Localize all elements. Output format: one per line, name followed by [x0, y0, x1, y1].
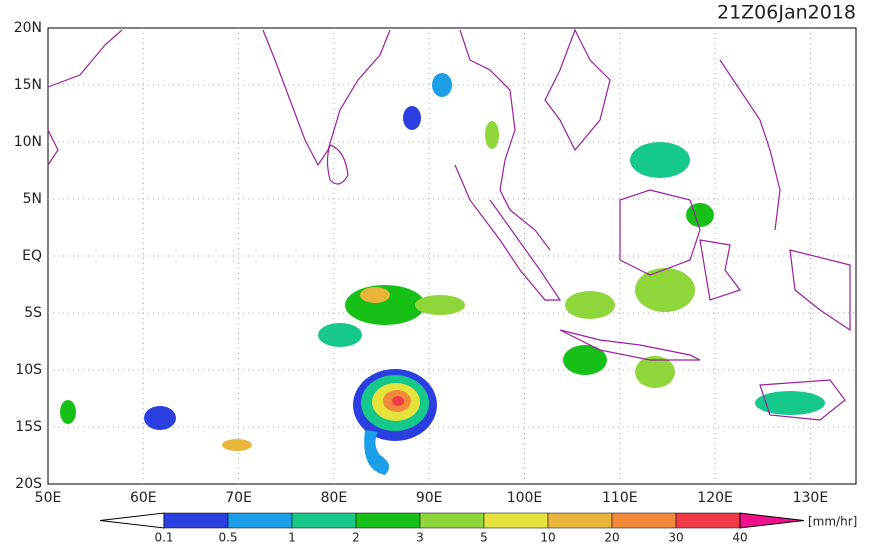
map-title: 21Z06Jan2018 [717, 2, 856, 24]
lat-labels: 20N 15N 10N 5N EQ 5S 10S 15S 20S [14, 20, 42, 492]
colorbar-segment [611, 512, 677, 529]
colorbar-under [99, 512, 165, 529]
lat-label: 5S [24, 305, 42, 321]
lon-label: 100E [507, 490, 543, 506]
lon-label: 130E [793, 490, 829, 506]
colorbar-segment [547, 512, 613, 529]
map-frame [47, 27, 857, 485]
colorbar-label: 20 [604, 531, 619, 544]
rain [60, 73, 825, 475]
lon-labels: 50E 60E 70E 80E 90E 100E 110E 120E 130E [35, 490, 829, 506]
lat-label: 20N [14, 20, 42, 36]
lon-label: 80E [321, 490, 348, 506]
lat-label: 5N [23, 191, 42, 207]
colorbar-label: 30 [668, 531, 683, 544]
lat-label: 20S [15, 476, 42, 492]
colorbar: 0.1 0.5 1 2 3 5 10 20 30 40 [99, 512, 805, 544]
colorbar-label: 10 [540, 531, 555, 544]
coastlines [47, 28, 851, 421]
lon-label: 60E [130, 490, 157, 506]
lat-label: 15N [14, 77, 42, 93]
colorbar-segment [483, 512, 549, 529]
colorbar-segment [163, 512, 229, 529]
lat-label: 15S [15, 419, 42, 435]
colorbar-label: 2 [352, 531, 360, 544]
lat-label: 10N [14, 134, 42, 150]
colorbar-segment [419, 512, 485, 529]
colorbar-segment [227, 512, 293, 529]
grid [48, 28, 856, 484]
colorbar-label: 0.1 [154, 531, 173, 544]
lat-label: EQ [22, 248, 42, 264]
colorbar-label: 40 [732, 531, 747, 544]
lon-label: 50E [35, 490, 62, 506]
colorbar-label: 3 [416, 531, 424, 544]
colorbar-label: 1 [288, 531, 296, 544]
colorbar-segment [355, 512, 421, 529]
colorbar-segment [675, 512, 741, 529]
colorbar-label: 0.5 [218, 531, 237, 544]
lat-label: 10S [15, 362, 42, 378]
colorbar-unit: [mm/hr] [808, 515, 857, 529]
colorbar-over [739, 512, 805, 529]
lon-label: 110E [602, 490, 638, 506]
lon-label: 90E [416, 490, 443, 506]
lon-label: 120E [697, 490, 733, 506]
colorbar-label: 5 [480, 531, 488, 544]
lon-label: 70E [225, 490, 252, 506]
colorbar-segment [291, 512, 357, 529]
